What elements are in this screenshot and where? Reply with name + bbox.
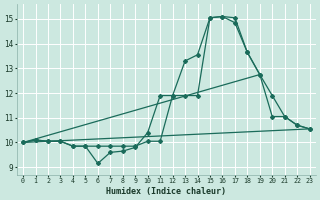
X-axis label: Humidex (Indice chaleur): Humidex (Indice chaleur): [106, 187, 226, 196]
